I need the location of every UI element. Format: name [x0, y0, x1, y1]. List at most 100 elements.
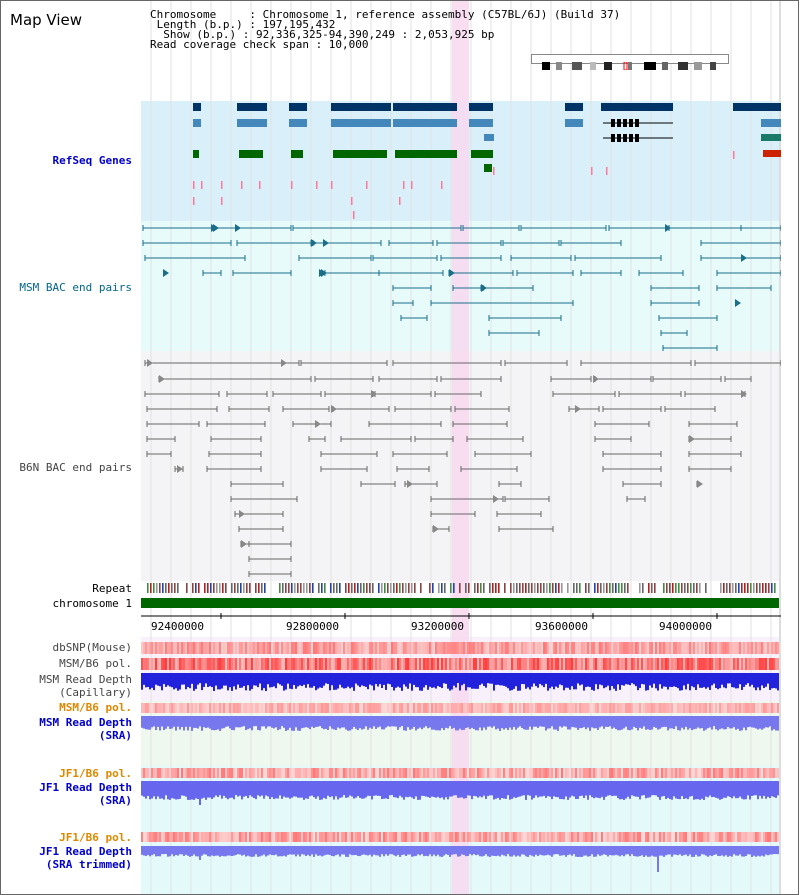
- heat-cell: [665, 658, 667, 670]
- heat-cell: [431, 642, 433, 654]
- depth-bar: [723, 716, 725, 730]
- heat-cell: [277, 642, 279, 654]
- gene-exon: [395, 150, 457, 158]
- depth-bar: [583, 846, 585, 856]
- track-label-jf1-depth-trimmed[interactable]: JF1 Read Depth (SRA trimmed): [39, 845, 132, 871]
- depth-bar: [543, 673, 545, 688]
- label-line: (SRA): [98, 729, 132, 742]
- track-label-msm-depth-capillary[interactable]: MSM Read Depth (Capillary): [39, 673, 132, 699]
- track-label-jf1-b6-pol-2[interactable]: JF1/B6 pol.: [59, 831, 132, 844]
- genome-tracks-svg[interactable]: [141, 1, 781, 894]
- depth-bar: [435, 781, 437, 798]
- track-area[interactable]: [141, 1, 781, 894]
- depth-bar: [563, 716, 565, 727]
- track-label-repeat[interactable]: Repeat: [92, 582, 132, 595]
- track-label-refseq[interactable]: RefSeq Genes: [52, 154, 132, 167]
- depth-bar: [583, 673, 585, 691]
- heat-cell: [639, 768, 641, 778]
- heat-cell: [323, 832, 325, 842]
- depth-bar: [589, 781, 591, 796]
- depth-bar: [355, 673, 357, 684]
- repeat-mark: [411, 583, 413, 593]
- depth-bar: [671, 781, 673, 800]
- track-label-chromosome[interactable]: chromosome 1: [52, 597, 132, 610]
- heat-cell: [451, 642, 453, 654]
- heat-cell: [517, 703, 519, 713]
- depth-bar: [333, 781, 335, 800]
- depth-bar: [455, 846, 457, 855]
- depth-bar: [515, 673, 517, 687]
- heat-cell: [607, 658, 609, 670]
- heat-cell: [687, 703, 689, 713]
- depth-bar: [179, 716, 181, 730]
- depth-bar: [463, 781, 465, 799]
- heat-cell: [439, 658, 441, 670]
- heat-cell: [315, 658, 317, 670]
- depth-bar: [329, 781, 331, 798]
- heat-cell: [205, 768, 207, 778]
- heat-cell: [407, 768, 409, 778]
- depth-bar: [443, 846, 445, 856]
- depth-bar: [357, 673, 359, 686]
- heat-cell: [425, 658, 427, 670]
- depth-bar: [711, 716, 713, 730]
- depth-bar: [549, 846, 551, 856]
- heat-cell: [723, 832, 725, 842]
- depth-bar: [577, 846, 579, 857]
- heat-cell: [585, 703, 587, 713]
- heat-cell: [293, 642, 295, 654]
- track-label-jf1-b6-pol[interactable]: JF1/B6 pol.: [59, 767, 132, 780]
- depth-bar: [247, 673, 249, 686]
- depth-bar: [385, 716, 387, 728]
- depth-bar: [335, 781, 337, 797]
- heat-cell: [203, 703, 205, 713]
- repeat-mark: [519, 583, 521, 593]
- depth-bar: [495, 781, 497, 799]
- depth-bar: [437, 781, 439, 797]
- heat-cell: [441, 703, 443, 713]
- depth-bar: [285, 846, 287, 857]
- depth-bar: [201, 846, 203, 856]
- heat-cell: [559, 703, 561, 713]
- track-label-msm-depth-sra[interactable]: MSM Read Depth (SRA): [39, 716, 132, 742]
- heat-cell: [731, 768, 733, 778]
- depth-bar: [365, 846, 367, 856]
- heat-cell: [421, 658, 423, 670]
- depth-bar: [611, 781, 613, 797]
- repeat-mark: [162, 583, 164, 593]
- track-label-msm-b6-pol[interactable]: MSM/B6 pol.: [59, 657, 132, 670]
- depth-bar: [305, 673, 307, 688]
- repeat-mark: [726, 583, 728, 593]
- heat-cell: [529, 832, 531, 842]
- heat-cell: [217, 642, 219, 654]
- heat-cell: [403, 832, 405, 842]
- track-label-msm-b6-pol-2[interactable]: MSM/B6 pol.: [59, 701, 132, 714]
- heat-cell: [503, 642, 505, 654]
- heat-cell: [483, 642, 485, 654]
- heat-cell: [659, 832, 661, 842]
- depth-bar: [143, 716, 145, 729]
- depth-bar: [565, 716, 567, 727]
- track-label-dbsnp[interactable]: dbSNP(Mouse): [52, 641, 132, 654]
- heat-cell: [657, 768, 659, 778]
- depth-bar: [523, 673, 525, 685]
- heat-cell: [449, 703, 451, 713]
- heat-cell: [405, 768, 407, 778]
- track-label-b6n-bac[interactable]: B6N BAC end pairs: [19, 461, 132, 474]
- heat-cell: [165, 658, 167, 670]
- depth-bar: [291, 781, 293, 798]
- heat-cell: [653, 642, 655, 654]
- heat-cell: [443, 832, 445, 842]
- track-label-msm-bac[interactable]: MSM BAC end pairs: [19, 281, 132, 294]
- heat-cell: [741, 832, 743, 842]
- depth-bar: [155, 781, 157, 800]
- track-label-jf1-depth-sra[interactable]: JF1 Read Depth (SRA): [39, 781, 132, 807]
- repeat-mark: [354, 583, 356, 593]
- heat-cell: [703, 768, 705, 778]
- chromosome-ideogram[interactable]: [531, 54, 729, 71]
- depth-bar: [141, 781, 143, 796]
- depth-bar: [431, 716, 433, 730]
- depth-bar: [749, 846, 751, 855]
- depth-bar: [237, 781, 239, 797]
- ideogram-band: [662, 62, 668, 70]
